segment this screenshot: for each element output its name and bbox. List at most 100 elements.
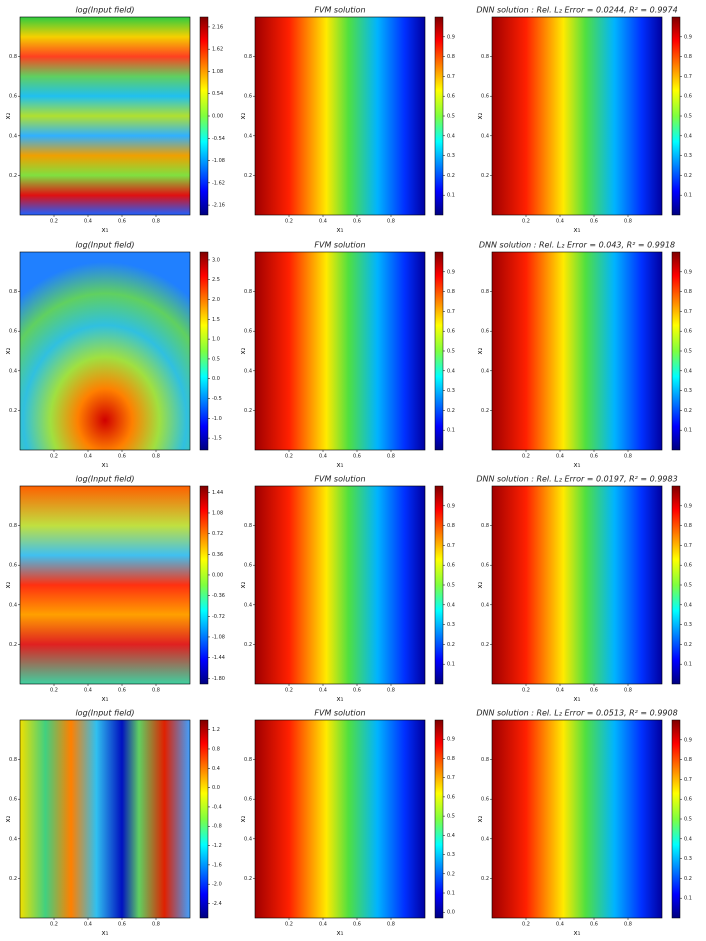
x-tick-label: 0.6 bbox=[590, 922, 598, 928]
colorbar-tick-label: 0.5 bbox=[684, 114, 692, 120]
colorbar-tick-label: 0.5 bbox=[212, 356, 220, 362]
y-tick-label: 0.6 bbox=[9, 329, 17, 335]
panel-title: DNN solution : Rel. L₂ Error = 0.043, R²… bbox=[479, 241, 675, 250]
y-axis-label: x₂ bbox=[4, 112, 12, 119]
y-tick-label: 0.6 bbox=[481, 563, 489, 569]
colorbar-tick-label: 0.9 bbox=[684, 269, 692, 275]
colorbar-tick-label: -1.08 bbox=[212, 158, 225, 164]
y-axis-label: x₂ bbox=[476, 347, 484, 354]
panel-title: log(Input field) bbox=[75, 475, 134, 484]
colorbar-tick-label: -0.36 bbox=[212, 593, 225, 599]
y-tick-label: 0.8 bbox=[244, 523, 252, 529]
x-tick-label: 0.6 bbox=[353, 922, 361, 928]
colorbar-tick-label: 2.16 bbox=[212, 24, 223, 30]
x-tick-label: 0.2 bbox=[522, 688, 530, 694]
plot-frame bbox=[19, 719, 191, 919]
y-tick-label: 0.6 bbox=[481, 94, 489, 100]
x-tick-label: 0.2 bbox=[50, 219, 58, 225]
y-tick-label: 0.6 bbox=[9, 797, 17, 803]
colorbar bbox=[199, 719, 209, 919]
x-tick-label: 0.8 bbox=[152, 454, 160, 460]
y-tick-label: 0.4 bbox=[9, 836, 17, 842]
colorbar-tick-label: 2.0 bbox=[212, 297, 220, 303]
colorbar bbox=[671, 251, 681, 451]
y-tick-label: 0.8 bbox=[9, 54, 17, 60]
panel-title: DNN solution : Rel. L₂ Error = 0.0513, R… bbox=[476, 709, 677, 718]
panel-title: log(Input field) bbox=[75, 241, 134, 250]
x-tick-label: 0.4 bbox=[84, 922, 92, 928]
heatmap-image bbox=[255, 252, 425, 450]
colorbar-tick-label: -0.54 bbox=[212, 136, 225, 142]
colorbar-tick-label: 0.4 bbox=[684, 602, 692, 608]
colorbar-tick-label: 0.5 bbox=[447, 583, 455, 589]
colorbar-tick-label: 0.7 bbox=[684, 74, 692, 80]
colorbar-tick-label: 0.7 bbox=[447, 543, 455, 549]
colorbar-tick-label: 0.7 bbox=[447, 775, 455, 781]
x-tick-label: 0.2 bbox=[285, 219, 293, 225]
y-axis-label: x₂ bbox=[239, 581, 247, 588]
colorbar-tick-label: 1.2 bbox=[212, 727, 220, 733]
colorbar-tick-label: 0.1 bbox=[447, 193, 455, 199]
x-tick-label: 0.8 bbox=[152, 688, 160, 694]
y-tick-label: 0.2 bbox=[481, 408, 489, 414]
x-axis-label: x₁ bbox=[574, 461, 581, 469]
plot-frame bbox=[254, 251, 426, 451]
colorbar-tick-label: 0.0 bbox=[212, 376, 220, 382]
y-axis-label: x₂ bbox=[4, 347, 12, 354]
colorbar-tick-label: 0.1 bbox=[684, 662, 692, 668]
colorbar-tick-label: -1.2 bbox=[212, 843, 222, 849]
x-tick-label: 0.8 bbox=[624, 454, 632, 460]
x-tick-label: 0.8 bbox=[152, 922, 160, 928]
heatmap-image bbox=[20, 720, 190, 918]
x-axis-label: x₁ bbox=[102, 929, 109, 937]
panel-title: FVM solution bbox=[314, 709, 365, 718]
y-tick-label: 0.2 bbox=[481, 173, 489, 179]
y-tick-label: 0.8 bbox=[481, 54, 489, 60]
x-tick-label: 0.4 bbox=[84, 688, 92, 694]
colorbar-tick-label: -1.0 bbox=[212, 416, 222, 422]
colorbar-tick-label: 0.5 bbox=[447, 114, 455, 120]
y-tick-label: 0.8 bbox=[9, 523, 17, 529]
x-tick-label: 0.2 bbox=[50, 688, 58, 694]
colorbar-tick-label: 0.6 bbox=[447, 563, 455, 569]
y-axis-label: x₂ bbox=[476, 112, 484, 119]
colorbar-tick-label: 0.00 bbox=[212, 114, 223, 120]
heatmap-image bbox=[255, 486, 425, 684]
colorbar-tick-label: 0.2 bbox=[447, 173, 455, 179]
colorbar-tick-label: 1.62 bbox=[212, 47, 223, 53]
plot-frame bbox=[19, 485, 191, 685]
colorbar-tick-label: 0.3 bbox=[447, 622, 455, 628]
y-tick-label: 0.4 bbox=[481, 602, 489, 608]
y-axis-label: x₂ bbox=[239, 112, 247, 119]
y-tick-label: 0.2 bbox=[9, 876, 17, 882]
y-tick-label: 0.8 bbox=[481, 289, 489, 295]
colorbar-tick-label: 0.8 bbox=[447, 523, 455, 529]
x-tick-label: 0.2 bbox=[285, 688, 293, 694]
colorbar bbox=[671, 719, 681, 919]
colorbar bbox=[434, 251, 444, 451]
colorbar-tick-label: -2.16 bbox=[212, 203, 225, 209]
x-tick-label: 0.8 bbox=[624, 688, 632, 694]
colorbar-tick-label: 0.7 bbox=[684, 777, 692, 783]
colorbar-tick-label: 0.8 bbox=[212, 746, 220, 752]
colorbar-tick-label: 0.6 bbox=[684, 563, 692, 569]
y-tick-label: 0.6 bbox=[244, 329, 252, 335]
x-tick-label: 0.8 bbox=[624, 219, 632, 225]
colorbar-tick-label: 0.00 bbox=[212, 572, 223, 578]
x-tick-label: 0.2 bbox=[522, 922, 530, 928]
x-tick-label: 0.4 bbox=[319, 454, 327, 460]
y-tick-label: 0.4 bbox=[9, 368, 17, 374]
y-tick-label: 0.2 bbox=[9, 408, 17, 414]
colorbar-tick-label: 0.9 bbox=[447, 503, 455, 509]
colorbar-tick-label: 0.5 bbox=[447, 349, 455, 355]
colorbar-tick-label: 0.1 bbox=[684, 896, 692, 902]
panel-title: FVM solution bbox=[314, 241, 365, 250]
colorbar-tick-label: 0.3 bbox=[447, 153, 455, 159]
y-tick-label: 0.8 bbox=[481, 523, 489, 529]
x-tick-label: 0.2 bbox=[50, 454, 58, 460]
colorbar-tick-label: 0.2 bbox=[684, 173, 692, 179]
y-tick-label: 0.8 bbox=[9, 289, 17, 295]
y-tick-label: 0.2 bbox=[481, 642, 489, 648]
colorbar-tick-label: 0.4 bbox=[684, 836, 692, 842]
colorbar-tick-label: 3.0 bbox=[212, 257, 220, 263]
